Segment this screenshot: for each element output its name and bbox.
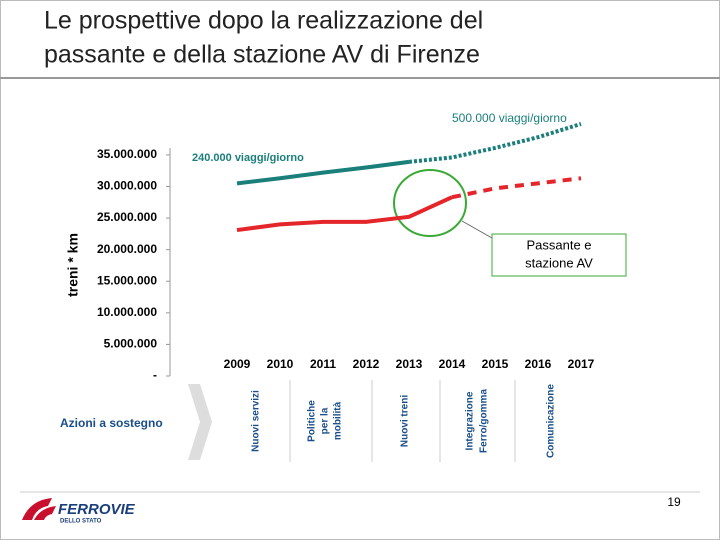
series-line — [451, 176, 582, 200]
logo-mark — [22, 498, 56, 520]
y-tick-label: 5.000.000 — [104, 337, 158, 351]
series-line — [408, 122, 582, 164]
y-tick-label: 10.000.000 — [97, 305, 157, 319]
x-tick-label: 2015 — [482, 357, 509, 371]
action-label: per la — [320, 407, 331, 434]
y-tick-label: 25.000.000 — [97, 210, 157, 224]
highlight-circle — [393, 169, 467, 237]
x-tick-label: 2012 — [353, 357, 380, 371]
y-tick-label: 35.000.000 — [97, 147, 157, 161]
action-label: Integrazione — [465, 391, 476, 450]
y-axis-label: treni * km — [65, 233, 81, 297]
y-tick-label: - — [153, 368, 157, 382]
logo-text: FERROVIE — [58, 501, 136, 518]
callout-text: Passante e — [526, 237, 591, 252]
annotation: 240.000 viaggi/giorno — [192, 152, 304, 164]
action-label: Nuovi servizi — [251, 390, 262, 452]
x-tick-label: 2009 — [224, 357, 251, 371]
logo-shape — [22, 498, 52, 520]
y-tick-label: 30.000.000 — [97, 179, 157, 193]
logo-shape — [34, 506, 56, 520]
x-tick-label: 2010 — [267, 357, 294, 371]
action-label: Ferro/gomma — [479, 389, 490, 453]
action-label: Nuovi treni — [400, 395, 411, 447]
callout-line — [461, 220, 493, 239]
action-label: Politiche — [307, 400, 318, 442]
title-line: passante e della stazione AV di Firenze — [44, 41, 480, 69]
callout-text: stazione AV — [525, 255, 593, 270]
x-tick-label: 2013 — [396, 357, 423, 371]
logo-subtext: DELLO STATO — [60, 519, 102, 525]
x-tick-label: 2014 — [439, 357, 466, 371]
y-tick-label: 20.000.000 — [97, 242, 157, 256]
title-line: Le prospettive dopo la realizzazione del — [44, 7, 483, 35]
series-line — [236, 159, 410, 186]
y-tick-label: 15.000.000 — [97, 273, 157, 287]
separators — [289, 380, 516, 462]
x-tick-label: 2011 — [310, 357, 336, 371]
action-label: Comunicazione — [546, 384, 557, 458]
action-label: mobilità — [333, 401, 344, 440]
callout-box — [491, 233, 627, 277]
annotation: 500.000 viaggi/giorno — [452, 111, 567, 125]
x-tick-label: 2016 — [525, 357, 552, 371]
page-number: 19 — [667, 495, 681, 509]
x-tick-label: 2017 — [568, 357, 595, 371]
chevron — [188, 384, 212, 460]
series-line — [236, 195, 453, 233]
actions-label: Azioni a sostegno — [60, 416, 163, 430]
